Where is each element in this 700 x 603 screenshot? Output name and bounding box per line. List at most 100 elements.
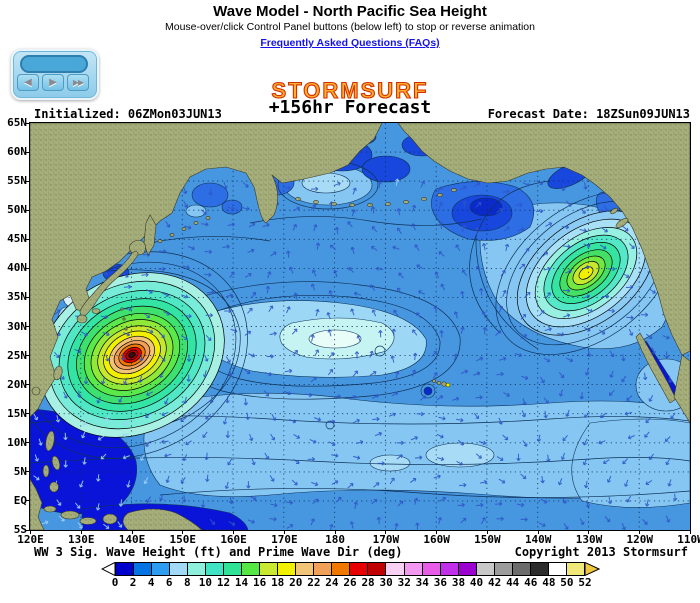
land-new-guinea xyxy=(122,508,203,531)
color-scale-segment xyxy=(187,562,207,576)
color-scale-segment xyxy=(151,562,171,576)
color-scale-tick-label: 36 xyxy=(433,576,447,589)
lon-tick xyxy=(385,531,387,534)
lat-axis-label: 15N xyxy=(7,406,27,420)
lat-axis-label: 5S xyxy=(13,523,27,536)
page-title: Wave Model - North Pacific Sea Height xyxy=(213,3,487,20)
color-scale-segment xyxy=(277,562,297,576)
color-scale-segment xyxy=(295,562,315,576)
land-baja xyxy=(635,332,677,404)
lat-tick xyxy=(26,267,30,269)
pacific-map-graphic xyxy=(16,122,697,532)
color-scale-tick-label: 44 xyxy=(506,576,520,589)
lat-tick xyxy=(26,122,30,124)
color-scale-tick-label: 8 xyxy=(183,576,191,589)
step-back-button[interactable]: ◀ xyxy=(17,74,39,91)
color-scale-segment xyxy=(259,562,279,576)
lon-tick xyxy=(436,531,438,534)
play-icon: ▶ xyxy=(49,76,57,88)
color-scale-tick-label: 20 xyxy=(289,576,303,589)
lat-axis-label: 20N xyxy=(7,377,27,391)
land-philippines xyxy=(45,430,55,452)
lon-axis-label: 160E xyxy=(220,533,247,546)
color-scale-tick-label: 48 xyxy=(542,576,556,589)
control-panel-buttons: ◀ ▶ ▶▶ xyxy=(17,74,89,91)
wave-height-color-scale xyxy=(115,562,585,576)
color-scale-tick-label: 0 xyxy=(111,576,119,589)
color-scale-segment xyxy=(313,562,333,576)
storm-west-coast xyxy=(495,191,677,355)
lon-tick xyxy=(30,531,31,534)
lon-tick xyxy=(233,531,235,534)
lat-tick xyxy=(26,442,30,444)
color-scale-tick-label: 18 xyxy=(271,576,285,589)
color-scale-tick-label: 30 xyxy=(379,576,393,589)
lon-tick xyxy=(588,531,590,534)
lat-axis-label: 10N xyxy=(7,435,27,449)
lon-axis-label: 160W xyxy=(423,533,450,546)
lon-axis-label: 170E xyxy=(271,533,298,546)
color-scale-tick-label: 10 xyxy=(198,576,212,589)
color-scale-tick-label: 50 xyxy=(560,576,574,589)
land-north-america xyxy=(397,122,691,356)
fast-forward-icon: ▶▶ xyxy=(72,77,84,87)
color-scale-segment xyxy=(331,562,351,576)
colorbar-left-arrow xyxy=(101,562,115,576)
color-scale-segment xyxy=(421,562,441,576)
fast-forward-button[interactable]: ▶▶ xyxy=(67,74,89,91)
land-hokkaido xyxy=(129,240,146,256)
lon-tick xyxy=(80,531,82,534)
lat-axis-label: 30N xyxy=(7,319,27,333)
lat-tick xyxy=(26,413,30,415)
lat-axis-label: 25N xyxy=(7,348,27,362)
lat-tick xyxy=(26,180,30,182)
lat-tick xyxy=(26,355,30,357)
color-scale-segment xyxy=(115,562,135,576)
lon-tick xyxy=(690,531,691,534)
lat-tick xyxy=(26,238,30,240)
color-scale-segment xyxy=(133,562,153,576)
lon-tick xyxy=(639,531,641,534)
land-aleutians xyxy=(295,188,457,207)
color-scale-segment xyxy=(241,562,261,576)
stormsurf-logo: STORMSURF xyxy=(271,77,429,103)
lat-axis-label: 50N xyxy=(7,203,27,217)
color-scale-labels: 0 2 4 6 8 10 12 14 16 18 20 22 24 26 28 30 32 34 36 38 40 42 4… xyxy=(111,576,592,589)
lon-axis-label: 140W xyxy=(524,533,552,546)
color-scale-tick-label: 4 xyxy=(147,576,155,589)
control-panel-display xyxy=(20,55,88,73)
color-scale-segment xyxy=(367,562,387,576)
lon-axis-label: 140E xyxy=(118,533,146,546)
color-scale-tick-label: 42 xyxy=(487,576,502,589)
color-scale-segment xyxy=(493,562,513,576)
land-taiwan xyxy=(53,365,63,381)
land-honshu xyxy=(79,251,139,316)
lat-axis-label: 45N xyxy=(7,232,27,246)
lon-tick xyxy=(537,531,539,534)
lat-axis-label: 35N xyxy=(7,290,27,304)
color-scale-tick-label: 16 xyxy=(252,576,267,589)
hawaii-peak-marker xyxy=(445,382,451,388)
lat-tick xyxy=(26,500,30,502)
faq-link[interactable]: Frequently Asked Questions (FAQs) xyxy=(260,37,440,49)
lon-tick xyxy=(182,531,184,534)
land-asia xyxy=(29,122,383,418)
color-scale-tick-label: 2 xyxy=(129,576,137,589)
lat-tick xyxy=(26,384,30,386)
copyright-label: Copyright 2013 Stormsurf xyxy=(514,545,688,559)
colorbar-right-arrow xyxy=(585,562,600,576)
forecast-date-label: Forecast Date: 18ZSun09JUN13 xyxy=(487,107,690,121)
lon-axis-label: 170W xyxy=(372,533,400,546)
color-scale-segment xyxy=(205,562,225,576)
color-scale-segment xyxy=(475,562,495,576)
lat-tick xyxy=(26,296,30,298)
color-scale-segment xyxy=(169,562,189,576)
page-subtitle: Mouse-over/click Control Panel buttons (… xyxy=(164,21,535,33)
lon-axis-label: 130E xyxy=(68,533,95,546)
color-scale-segment xyxy=(439,562,459,576)
land-sakhalin xyxy=(143,214,157,256)
color-scale-tick-label: 12 xyxy=(216,576,231,589)
play-forward-button[interactable]: ▶ xyxy=(42,74,64,91)
